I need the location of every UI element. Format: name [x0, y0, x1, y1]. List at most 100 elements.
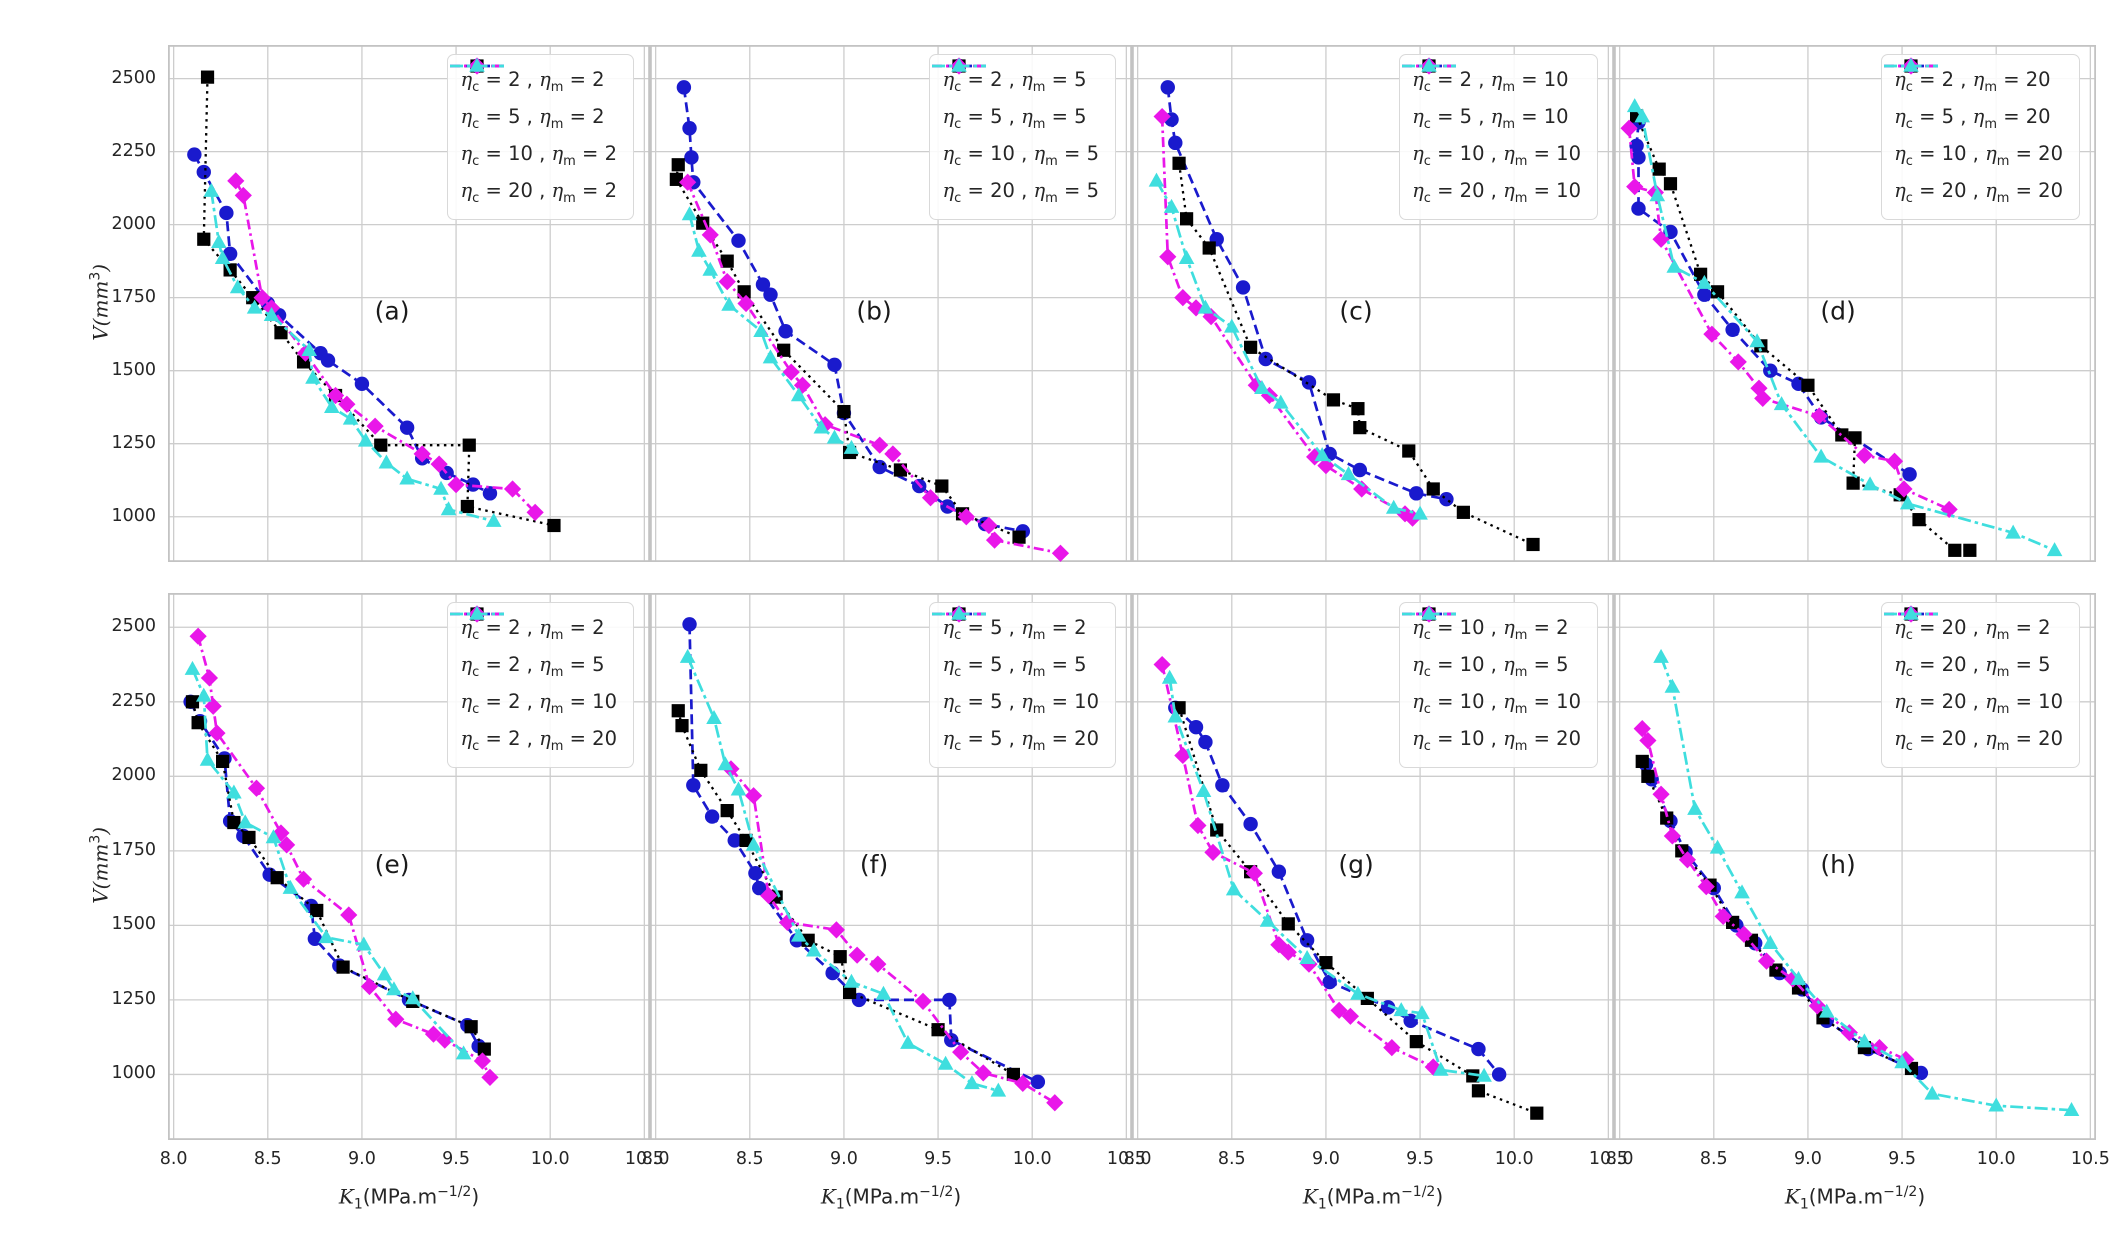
triangle-marker [813, 419, 830, 434]
y-tick-label: 1000 [111, 1063, 156, 1084]
triangle-marker [679, 648, 696, 663]
legend-entry: ηc = 5 , ηm = 5 [932, 607, 1099, 685]
diamond-marker [952, 1043, 970, 1061]
x-tick-label: 9.0 [830, 1149, 858, 1169]
diamond-marker [247, 779, 266, 797]
y-tick-label: 1500 [111, 914, 156, 935]
circle-marker [1301, 375, 1317, 390]
x-tick-label: 10.0 [530, 1149, 570, 1169]
circle-marker [1235, 280, 1251, 295]
x-tick-label: 9.5 [1888, 1149, 1916, 1169]
legend-entry: ηc = 10 , ηm = 10 [1402, 57, 1581, 174]
legend-entry: ηc = 20 , ηm = 5 [1884, 607, 2063, 685]
square-marker [737, 285, 751, 299]
diamond-marker [340, 906, 358, 924]
legend-box: ηc = 20 , ηm = 2 ηc = 20 , ηm = 5 ηc = 20 … [1881, 602, 2080, 768]
series-markers-etac10-etam5 [679, 173, 1070, 562]
diamond-marker [760, 886, 778, 905]
legend-entry: ηc = 20 , ηm = 5 [932, 57, 1099, 211]
triangle-marker [1259, 912, 1276, 927]
triangle-marker [2063, 1101, 2080, 1116]
square-marker [1471, 1084, 1486, 1098]
panel-letter-label: (h) [1820, 850, 1855, 879]
legend-triangle-marker-icon [951, 57, 968, 72]
diamond-marker [1204, 843, 1222, 861]
triangle-marker [211, 233, 227, 248]
y-tick-label: 2000 [111, 765, 156, 786]
diamond-marker [884, 445, 902, 463]
triangle-marker [1696, 274, 1713, 289]
square-marker [1006, 1067, 1020, 1082]
square-marker [833, 950, 847, 964]
triangle-marker [1762, 935, 1779, 950]
x-tick-label: 8.0 [1605, 1149, 1634, 1169]
x-tick-label: 10.5 [624, 1149, 664, 1169]
axes-spines [650, 45, 1132, 562]
triangle-marker [1709, 839, 1726, 854]
triangle-marker [229, 279, 246, 294]
x-tick-label: 9.5 [924, 1149, 952, 1169]
series-line-etac2-etam2 [193, 153, 491, 495]
circle-marker [1299, 933, 1315, 948]
square-marker [1409, 1035, 1423, 1049]
legend-entry: ηc = 10 , ηm = 20 [1884, 57, 2063, 174]
grid-lines [168, 593, 650, 1140]
triangle-marker [433, 480, 449, 495]
legend-entry: ηc = 10 , ηm = 20 [1402, 605, 1581, 759]
y-tick-label: 1500 [111, 359, 156, 380]
triangle-marker [1225, 881, 1242, 896]
x-axis-title: K1(MPa.m−1/2) [338, 1184, 480, 1213]
circle-marker [399, 420, 415, 435]
diamond-marker [234, 186, 252, 205]
square-marker [216, 754, 230, 769]
diamond-marker [744, 787, 763, 805]
x-tick-label: 10.5 [1588, 1149, 1628, 1169]
x-tick-label: 8.0 [641, 1149, 670, 1169]
triangle-marker [681, 206, 698, 221]
diamond-marker [1159, 248, 1177, 266]
series-line-etac2-etam5 [191, 701, 486, 1050]
series-markers-etac20-etam20 [1653, 648, 2080, 1116]
y-tick-label: 2250 [111, 690, 156, 711]
x-tick-label: 9.5 [442, 1149, 470, 1169]
square-marker [1326, 393, 1341, 407]
circle-marker [1631, 201, 1646, 216]
square-marker [1353, 421, 1367, 435]
triangle-marker [282, 879, 299, 894]
panel-letter-label: (d) [1820, 297, 1855, 326]
triangle-marker [790, 927, 807, 942]
x-tick-label: 8.5 [1699, 1149, 1728, 1169]
panel-f: (f) ηc = 5 , ηm = 2 ηc = 5 , ηm = 5 ηc = 5 … [650, 593, 1132, 1140]
triangle-marker [964, 1075, 980, 1090]
diamond-marker [679, 173, 697, 191]
square-marker [462, 438, 476, 452]
triangle-marker [1393, 1002, 1410, 1017]
legend-triangle-cyan-icon [1402, 57, 1457, 72]
legend-entry: ηc = 10 , ηm = 5 [1402, 607, 1581, 685]
diamond-marker [1703, 325, 1721, 343]
circle-marker [778, 324, 793, 339]
axes-spines [168, 593, 650, 1140]
triangle-marker [762, 349, 779, 364]
square-marker [242, 830, 256, 845]
triangle-marker [1412, 505, 1428, 520]
diamond-marker [1652, 785, 1670, 803]
square-marker [1769, 963, 1783, 977]
triangle-marker [937, 1055, 954, 1070]
diamond-marker [360, 977, 379, 996]
legend-entry: ηc = 5 , ηm = 5 [932, 59, 1099, 137]
panel-g: (g) ηc = 10 , ηm = 2 ηc = 10 , ηm = 5 ηc = … [1132, 593, 1614, 1140]
diamond-marker [227, 172, 245, 190]
triangle-marker [843, 973, 860, 988]
square-marker [671, 704, 685, 718]
triangle-marker [386, 981, 402, 996]
legend-entry: ηc = 5 , ηm = 10 [932, 605, 1099, 722]
square-marker [1660, 811, 1674, 825]
x-tick-label: 10.5 [1106, 1149, 1146, 1169]
triangle-marker [745, 836, 762, 851]
square-marker [1846, 476, 1860, 490]
square-marker [1726, 915, 1740, 929]
legend-triangle-marker-icon [469, 57, 486, 72]
circle-marker [1243, 816, 1258, 832]
x-axis-title: K1(MPa.m−1/2) [1784, 1184, 1926, 1213]
